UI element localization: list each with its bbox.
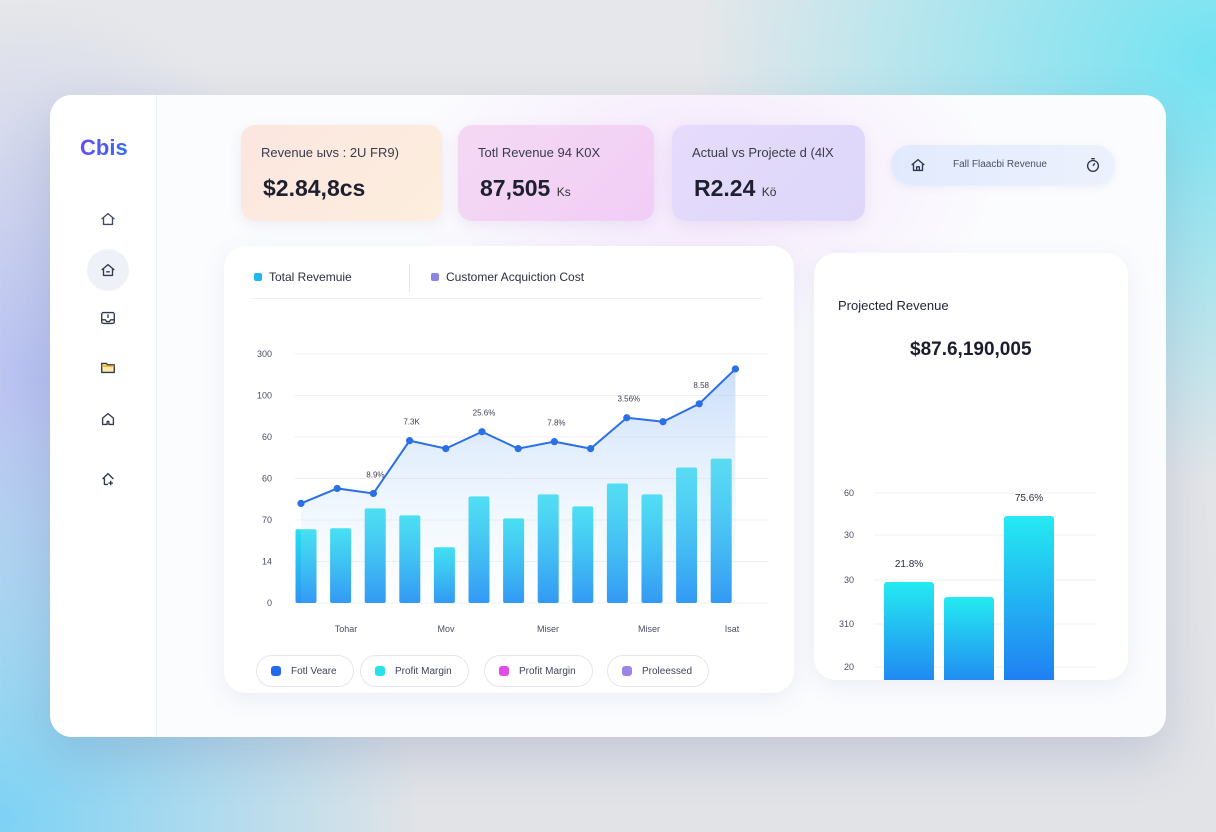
line-point bbox=[478, 428, 486, 436]
chip-label: Profit Margin bbox=[395, 665, 452, 677]
bar-data-label: 21.8% bbox=[895, 559, 923, 570]
main-chart-panel: Total Revemuie Customer Acquiction Cost … bbox=[224, 246, 794, 693]
line-point bbox=[695, 400, 703, 408]
line-point bbox=[297, 499, 305, 507]
legend-total-revenue[interactable]: Total Revemuie bbox=[254, 270, 352, 284]
x-tick-label: Miser bbox=[638, 624, 660, 634]
sidebar: Cbis bbox=[50, 95, 157, 737]
point-label: 25.6% bbox=[473, 409, 496, 418]
nav-inbox[interactable] bbox=[87, 297, 129, 339]
chip-swatch bbox=[271, 666, 281, 676]
chip-swatch bbox=[622, 666, 632, 676]
projected-bar-chart: 02031030306021.8%Actual VsProjecksl75.6%… bbox=[839, 488, 1096, 680]
line-point bbox=[442, 445, 450, 453]
y-tick-label: 30 bbox=[844, 530, 854, 540]
legend-swatch bbox=[254, 273, 262, 281]
kpi-value: R2.24 Kö bbox=[694, 175, 777, 201]
kpi-value: 87,505 Ks bbox=[480, 175, 571, 201]
line-area-fill bbox=[301, 368, 736, 603]
home-icon bbox=[911, 158, 925, 172]
filter-chip-profit-margin-2[interactable]: Profit Margin bbox=[484, 655, 593, 687]
kpi-label: Revenue ыvs : 2U FR9) bbox=[261, 145, 399, 160]
line-point bbox=[333, 484, 341, 493]
chip-label: Proleessed bbox=[642, 665, 693, 677]
y-tick-label: 310 bbox=[839, 619, 854, 629]
y-tick-label: 300 bbox=[257, 349, 272, 359]
y-tick-label: 14 bbox=[262, 557, 272, 567]
legend-customer-acquisition-cost[interactable]: Customer Acquiction Cost bbox=[431, 270, 584, 284]
projected-title: Projected Revenue bbox=[838, 298, 949, 313]
line-point bbox=[369, 489, 377, 498]
point-label: 7.3K bbox=[403, 418, 420, 427]
main-combo-chart: 0 14 70 60 60 100 300 8.9% 7.3K 25.6% 7.8% 3.56% 8.5… bbox=[257, 349, 769, 634]
point-label: 8.58 bbox=[693, 381, 709, 390]
projected-bar bbox=[884, 582, 934, 680]
nav-home-outline[interactable] bbox=[87, 198, 129, 240]
line-point bbox=[731, 365, 739, 373]
x-tick-label: Isat bbox=[725, 624, 740, 634]
x-tick-label: Miser bbox=[537, 624, 559, 634]
filter-chip-fotl-veare[interactable]: Fotl Veare bbox=[256, 655, 354, 687]
kpi-label: Actual vs Projecte d (4lX bbox=[692, 145, 834, 160]
legend-swatch bbox=[431, 273, 439, 281]
point-label: 3.56% bbox=[617, 395, 640, 404]
logo[interactable]: Cbis bbox=[80, 135, 128, 160]
home-outline-icon bbox=[101, 212, 115, 226]
y-tick-label: 0 bbox=[267, 598, 272, 608]
home-icon bbox=[101, 263, 115, 277]
puzzle-icon bbox=[101, 412, 115, 426]
line-point bbox=[587, 445, 595, 453]
header-button-label: Fall Flaacbi Revenue bbox=[953, 159, 1047, 170]
line-point bbox=[514, 445, 522, 453]
timer-icon bbox=[1086, 158, 1100, 172]
x-tick-label: Mov bbox=[437, 624, 455, 634]
kpi-value: $2.84,8cs bbox=[263, 175, 366, 201]
kpi-label: Totl Revenue 94 K0X bbox=[478, 145, 601, 160]
filter-chip-profit-margin[interactable]: Profit Margin bbox=[360, 655, 469, 687]
projected-bar bbox=[944, 597, 994, 680]
chip-swatch bbox=[375, 666, 385, 676]
kpi-card-actual-vs-projected[interactable]: Actual vs Projecte d (4lX R2.24 Kö bbox=[672, 125, 865, 221]
point-label: 7.8% bbox=[547, 419, 565, 428]
legend-label: Customer Acquiction Cost bbox=[446, 270, 585, 284]
nav-puzzle[interactable] bbox=[87, 398, 129, 440]
nav-home[interactable] bbox=[87, 249, 129, 291]
nav-folder[interactable] bbox=[87, 346, 129, 388]
inbox-icon bbox=[101, 311, 115, 325]
kpi-card-total-revenue[interactable]: Totl Revenue 94 K0X 87,505 Ks bbox=[458, 125, 654, 221]
point-label: 8.9% bbox=[366, 470, 384, 479]
y-tick-label: 60 bbox=[262, 432, 272, 442]
y-tick-label: 20 bbox=[844, 662, 854, 672]
header-revenue-button[interactable]: Fall Flaacbi Revenue bbox=[891, 145, 1115, 185]
chip-label: Fotl Veare bbox=[291, 665, 337, 677]
projected-revenue-panel: Projected Revenue $87.6,190,005 02031030… bbox=[814, 253, 1128, 680]
line-point bbox=[550, 438, 558, 446]
kpi-card-revenue[interactable]: Revenue ыvs : 2U FR9) $2.84,8cs bbox=[241, 125, 442, 221]
legend-divider bbox=[409, 264, 410, 292]
projected-value: $87.6,190,005 bbox=[910, 339, 1032, 360]
line-point bbox=[406, 437, 414, 445]
line-point bbox=[659, 418, 667, 426]
y-tick-label: 60 bbox=[262, 474, 272, 484]
legend-label: Total Revemuie bbox=[269, 270, 352, 284]
x-tick-label: Tohar bbox=[335, 624, 358, 634]
line-point bbox=[623, 414, 631, 422]
filter-chip-proleessed[interactable]: Proleessed bbox=[607, 655, 710, 687]
projected-bar bbox=[1004, 516, 1054, 680]
folder-icon bbox=[101, 362, 115, 374]
y-tick-label: 30 bbox=[844, 575, 854, 585]
house-plus-icon bbox=[102, 472, 114, 486]
y-tick-label: 100 bbox=[257, 391, 272, 401]
y-tick-label: 60 bbox=[844, 488, 854, 498]
y-tick-label: 70 bbox=[262, 515, 272, 525]
dashboard-card: Cbis Revenue ыvs : 2U FR9) $2.84,8cs Tot… bbox=[50, 95, 1166, 737]
bar-data-label: 75.6% bbox=[1015, 493, 1043, 504]
chip-label: Profit Margin bbox=[519, 665, 576, 677]
legend-separator bbox=[250, 298, 762, 299]
nav-house-plus[interactable] bbox=[87, 458, 129, 500]
chip-swatch bbox=[499, 666, 509, 676]
